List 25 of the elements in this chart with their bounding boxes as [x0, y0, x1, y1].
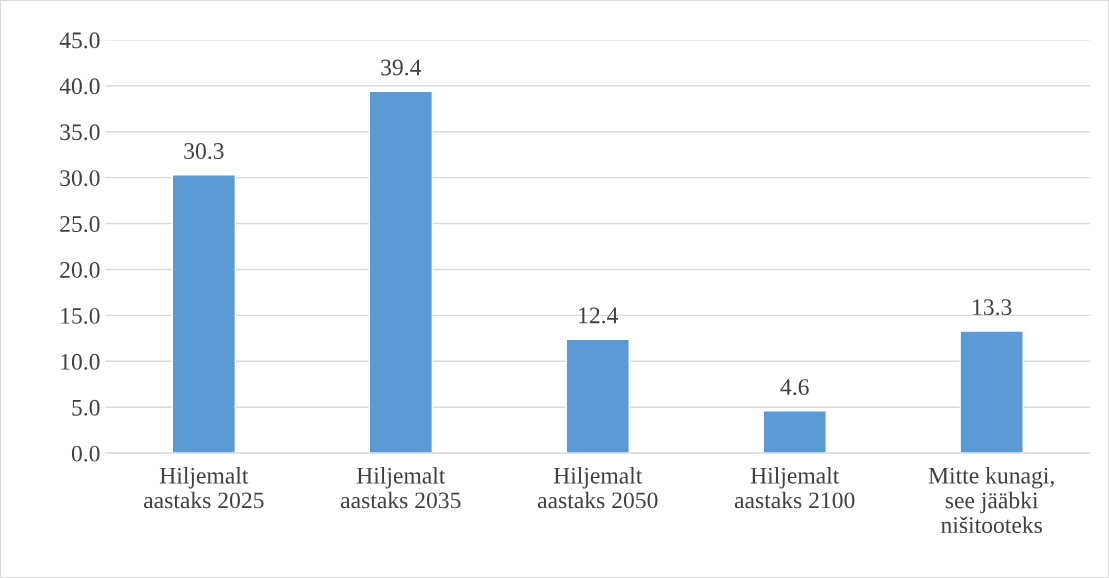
y-tick-label: 30.0: [60, 170, 100, 187]
y-tick-label: 45.0: [59, 32, 100, 49]
data-label: 30.3: [184, 143, 224, 160]
x-tick-label: Hiljemalt aastaks 2100: [734, 467, 855, 509]
data-label: 13.3: [973, 299, 1012, 316]
y-tick-label: 5.0: [72, 399, 100, 416]
x-tick-label: Mitte kunagi, see jääbki nišitooteks: [928, 467, 1054, 534]
y-tick-label: 10.0: [61, 353, 100, 370]
bar: [762, 410, 827, 454]
y-tick-label: 20.0: [60, 261, 100, 278]
data-label: 4.6: [780, 379, 809, 396]
y-tick-label: 15.0: [61, 307, 100, 324]
y-tick-label: 0.0: [71, 445, 100, 462]
bar: [171, 174, 237, 454]
bar: [368, 90, 434, 454]
x-tick-label: Hiljemalt aastaks 2025: [144, 467, 264, 509]
y-tick-label: 25.0: [60, 216, 100, 233]
x-tick-label: Hiljemalt aastaks 2035: [340, 467, 461, 509]
y-tick-label: 35.0: [60, 124, 100, 141]
bar: [959, 330, 1024, 454]
data-label: 39.4: [381, 59, 422, 76]
x-tick-label: Hiljemalt aastaks 2050: [537, 467, 658, 509]
y-tick-label: 40.0: [59, 78, 100, 95]
data-label: 12.4: [579, 307, 619, 324]
bar: [565, 338, 630, 454]
